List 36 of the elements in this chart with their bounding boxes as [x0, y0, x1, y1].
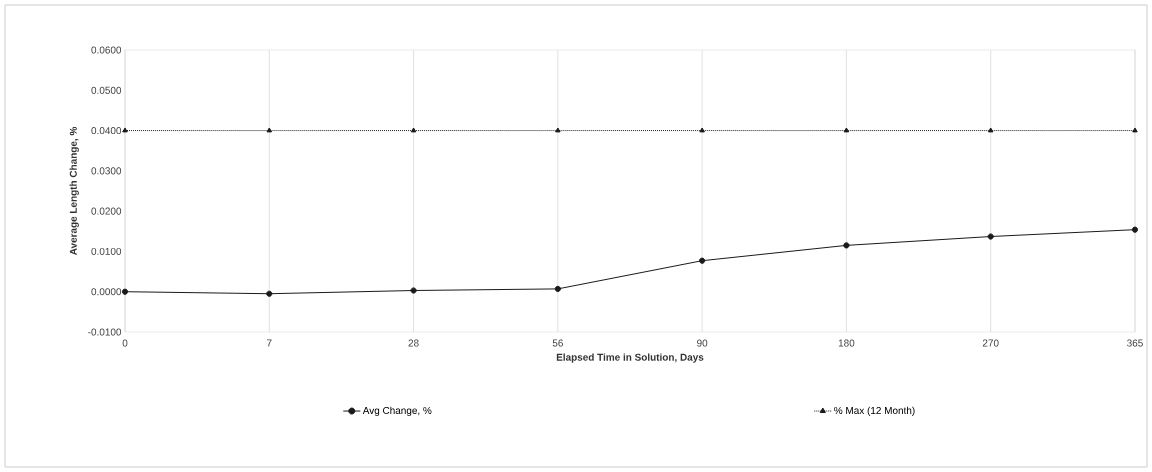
x-tick-label: 180 — [838, 339, 855, 347]
y-tick-label: 0.0500 — [91, 86, 122, 94]
point — [699, 257, 706, 264]
point — [121, 288, 129, 295]
point — [699, 127, 705, 133]
x-tick-label: 56 — [552, 339, 563, 347]
point — [266, 127, 273, 133]
y-tick-label: 0.0000 — [91, 288, 122, 296]
y-tick-label: 0.0600 — [91, 46, 122, 54]
point — [987, 233, 994, 240]
x-tick-label: 365 — [1127, 339, 1143, 347]
point — [843, 242, 850, 249]
x-tick-label: 7 — [267, 339, 272, 347]
x-axis-title: Elapsed Time in Solution, Days — [556, 353, 704, 363]
x-tick-label: 90 — [697, 339, 708, 347]
point — [1132, 127, 1138, 133]
point — [555, 127, 561, 133]
y-tick-label: 0.0200 — [91, 207, 122, 215]
point — [843, 127, 850, 133]
point — [266, 290, 273, 297]
point — [1131, 226, 1139, 233]
point — [554, 285, 561, 292]
y-axis-title: Average Length Change, % — [69, 126, 79, 256]
y-tick-label: 0.0400 — [91, 127, 122, 135]
y-tick-label: -0.0100 — [88, 328, 122, 336]
x-tick-label: 270 — [982, 339, 999, 347]
y-tick-label: 0.0300 — [91, 167, 122, 175]
point — [122, 127, 128, 133]
point — [410, 127, 417, 133]
point — [410, 287, 417, 294]
x-tick-label: 0 — [122, 339, 128, 347]
y-tick-label: 0.0100 — [91, 247, 122, 255]
legend-label: % Max (12 Month) — [834, 406, 915, 416]
x-tick-label: 28 — [408, 339, 419, 347]
point — [987, 127, 994, 133]
legend-label: Avg Change, % — [362, 406, 432, 416]
